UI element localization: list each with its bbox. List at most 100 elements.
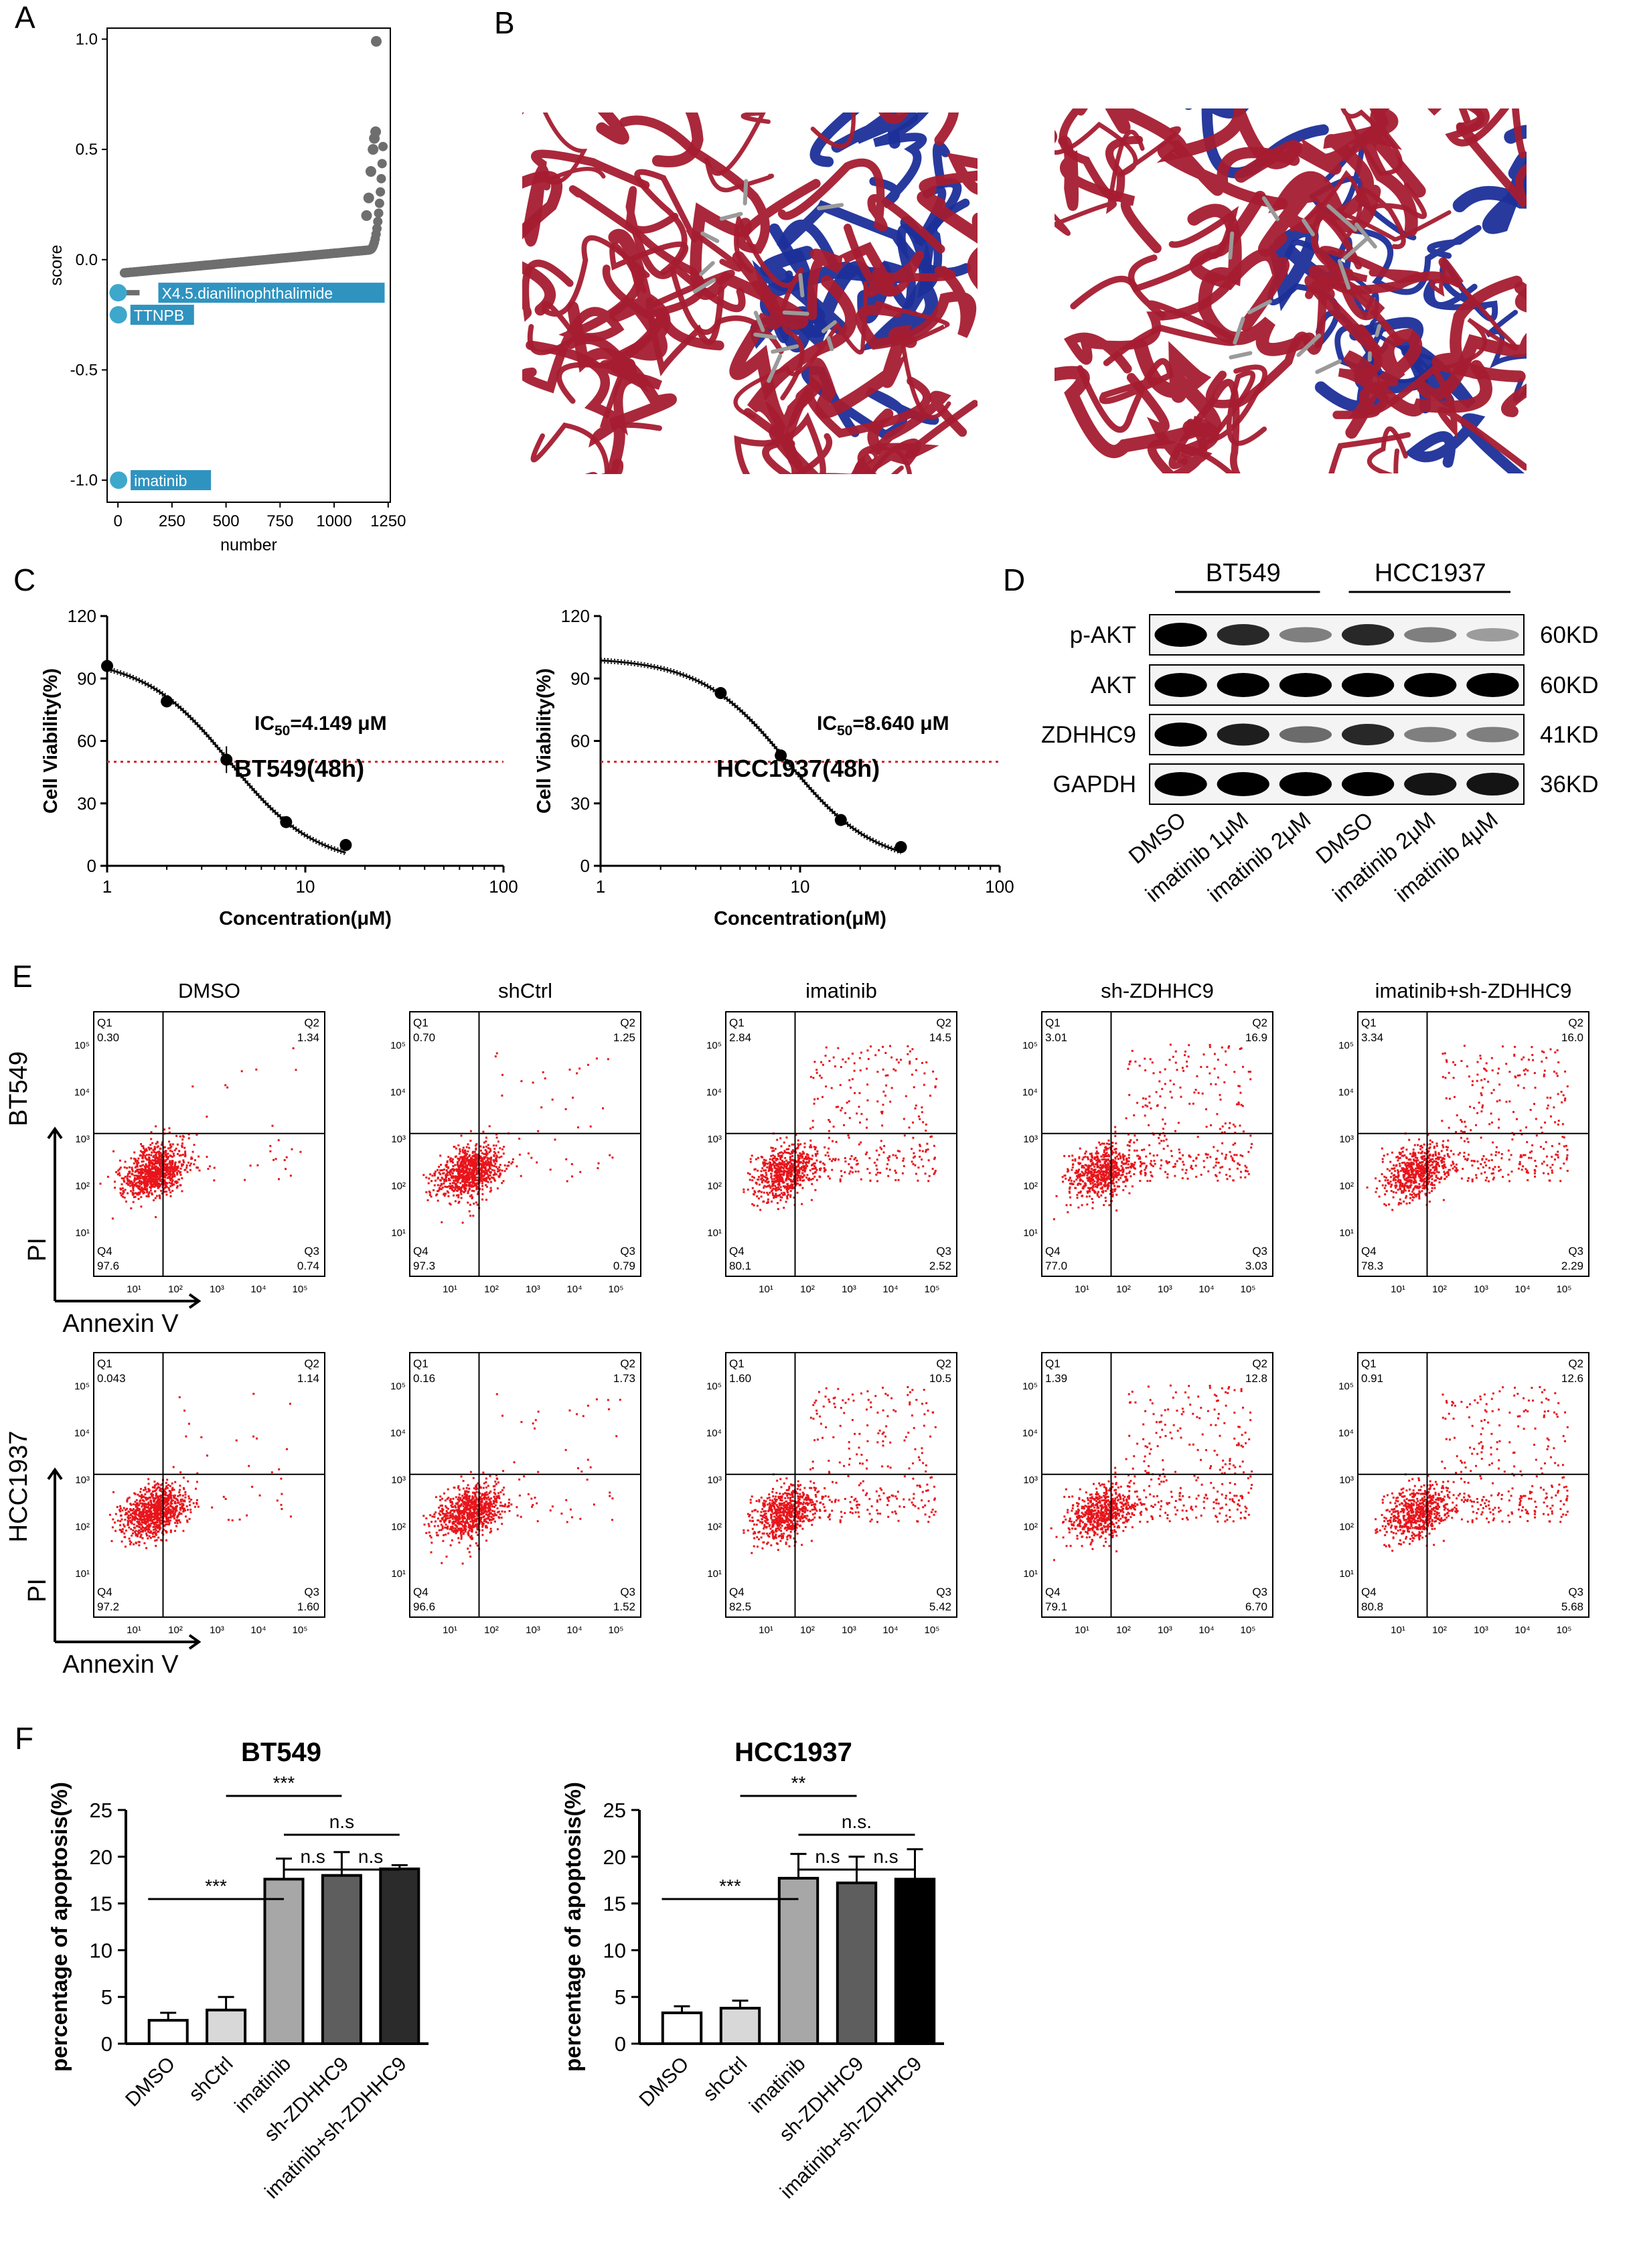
alpha-helix xyxy=(634,169,743,276)
y-tick-label: 10⁵ xyxy=(1338,1381,1354,1392)
flow-plot: Q1 0.30 Q2 1.34 Q4 97.6 Q3 0.74 10¹ 10¹ 10² 10² 10³ 1… xyxy=(74,1011,325,1295)
alpha-helix xyxy=(619,115,821,254)
y-tick-label: 10² xyxy=(1023,1181,1038,1192)
alpha-helix xyxy=(1187,204,1316,356)
y-tick-label: 60 xyxy=(570,731,590,751)
protein-band xyxy=(1154,673,1207,697)
y-tick-label: 120 xyxy=(68,606,96,626)
y-tick-label: 10⁴ xyxy=(1338,1087,1354,1098)
fit-band xyxy=(600,662,901,854)
q3-value: 5.68 xyxy=(1561,1600,1583,1613)
y-tick-label: 30 xyxy=(77,793,96,814)
highlight-label-bg xyxy=(130,305,194,325)
y-tick-label: 90 xyxy=(570,668,590,688)
y-tick-label: 10⁵ xyxy=(1338,1040,1354,1051)
y-tick-label: 10² xyxy=(75,1181,90,1192)
x-tick-label: 10⁴ xyxy=(566,1624,582,1636)
score-point xyxy=(374,208,384,218)
x-tick-label: 10 xyxy=(791,877,810,897)
protein-name: ZDHHC9 xyxy=(1041,722,1136,748)
alpha-helix xyxy=(1133,339,1222,437)
significance-label: n.s xyxy=(358,1846,383,1867)
x-tick-label: 10⁴ xyxy=(250,1284,266,1295)
bar xyxy=(894,1878,936,2045)
blot-strip xyxy=(1149,714,1525,755)
q2-name: Q2 xyxy=(936,1016,951,1029)
q1-value: 2.84 xyxy=(729,1031,751,1044)
bar xyxy=(661,2011,703,2045)
x-tick-label: 10 xyxy=(296,877,315,897)
x-tick-label: 1 xyxy=(102,877,112,897)
q1-name: Q1 xyxy=(97,1357,112,1370)
y-tick-label: 10 xyxy=(90,1939,112,1962)
ligand-bond xyxy=(753,332,777,339)
fit-curve xyxy=(600,659,901,853)
protein-band xyxy=(1154,723,1207,747)
y-tick-label: 10³ xyxy=(1023,1475,1038,1486)
q2-value: 1.14 xyxy=(297,1372,319,1385)
q2-value: 16.9 xyxy=(1245,1031,1267,1044)
x-tick-label: 10³ xyxy=(1474,1284,1488,1295)
x-tick-label: 500 xyxy=(213,512,240,530)
flow-plot: Q1 0.91 Q2 12.6 Q4 80.8 Q3 5.68 10¹ 10¹ 10² 10² 10³ 1… xyxy=(1338,1352,1589,1636)
y-tick-label: 5 xyxy=(615,1985,626,2009)
data-point xyxy=(834,814,847,826)
significance-label: *** xyxy=(719,1876,741,1896)
flow-plot: Q1 3.34 Q2 16.0 Q4 78.3 Q3 2.29 10¹ 10¹ 10² 10² 10³ 1… xyxy=(1338,1011,1589,1295)
y-tick-label: 10³ xyxy=(75,1134,90,1145)
q2-name: Q2 xyxy=(620,1357,635,1370)
alpha-helix xyxy=(729,251,822,429)
x-tick-label: 10⁵ xyxy=(1557,1284,1572,1295)
beta-strand xyxy=(1352,225,1482,295)
significance-label: *** xyxy=(273,1772,295,1793)
protein-band xyxy=(1466,628,1519,641)
alpha-helix xyxy=(1105,108,1302,169)
event-dots xyxy=(1050,1384,1253,1562)
q1-name: Q1 xyxy=(413,1357,429,1370)
alpha-helix xyxy=(625,186,746,313)
q2-name: Q2 xyxy=(1568,1357,1583,1370)
q3-value: 0.74 xyxy=(297,1260,319,1272)
x-tick-label: 10³ xyxy=(526,1624,540,1636)
flow-plot-frame xyxy=(1041,1352,1273,1618)
alpha-helix xyxy=(1456,122,1527,208)
ligand-bond xyxy=(1302,218,1315,236)
y-tick-label: 0 xyxy=(101,2032,112,2056)
significance-label: n.s xyxy=(873,1846,898,1867)
y-tick-label: 10⁵ xyxy=(706,1040,722,1051)
x-tick-label: 10² xyxy=(168,1624,183,1636)
y-tick-label: 10⁵ xyxy=(74,1040,90,1051)
y-tick-label: 10¹ xyxy=(1023,1568,1038,1580)
structure-body xyxy=(522,112,978,474)
q3-value: 2.29 xyxy=(1561,1260,1583,1272)
category-label: DMSO xyxy=(635,2053,693,2111)
q1-name: Q1 xyxy=(1045,1016,1061,1029)
ligand-bond xyxy=(1261,196,1280,222)
y-tick-label: 10⁴ xyxy=(390,1428,406,1439)
q4-name: Q4 xyxy=(97,1586,112,1598)
score-point xyxy=(372,224,382,234)
alpha-helix xyxy=(645,269,735,376)
q4-value: 79.1 xyxy=(1045,1600,1067,1613)
q3-name: Q3 xyxy=(1252,1586,1267,1598)
y-tick-label: 10⁵ xyxy=(74,1381,90,1392)
y-tick-label: 10² xyxy=(707,1181,722,1192)
bar xyxy=(147,2019,189,2046)
x-tick-label: 100 xyxy=(985,877,1014,897)
alpha-helix xyxy=(734,412,833,474)
condition-title: imatinib+sh-ZDHHC9 xyxy=(1375,979,1572,1002)
ligand-bond xyxy=(826,335,834,352)
y-tick-label: 1.0 xyxy=(76,30,98,48)
score-point xyxy=(363,192,374,204)
significance-label: n.s xyxy=(301,1846,325,1867)
highlight-point xyxy=(110,471,128,489)
x-tick-label: 10³ xyxy=(1474,1624,1488,1636)
flow-plot-frame xyxy=(1041,1011,1273,1277)
score-point xyxy=(361,210,372,221)
q4-name: Q4 xyxy=(1045,1245,1061,1258)
event-dots xyxy=(108,1393,292,1549)
alpha-helix xyxy=(1308,257,1464,295)
y-tick-label: 20 xyxy=(90,1845,112,1869)
bar xyxy=(263,1878,305,2045)
category-label: shCtrl xyxy=(699,2053,752,2106)
